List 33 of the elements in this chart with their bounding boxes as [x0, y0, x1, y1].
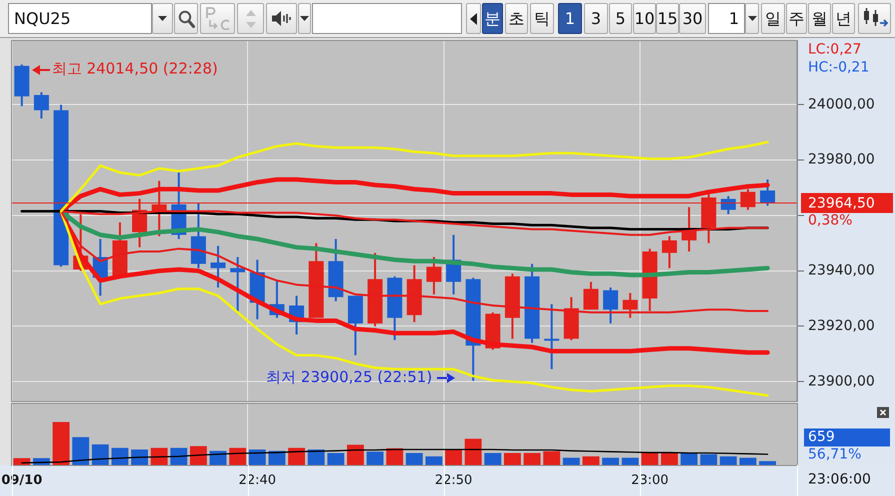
button: 월: [808, 3, 831, 34]
x-tick-label: 22:40: [238, 473, 276, 488]
text-field: NQU25: [8, 3, 152, 34]
y-tick-label: 23900,00: [808, 373, 875, 390]
y-tick-label: 24000,00: [808, 96, 875, 112]
button: 1: [558, 3, 582, 34]
text: 659: [808, 429, 835, 446]
button: 년: [832, 3, 855, 34]
text: LC:0,27: [808, 42, 862, 58]
x-tick-label: 22:50: [434, 473, 472, 488]
text: 23:06:00: [808, 472, 871, 488]
annotation: 최고 24014,50 (22:28): [52, 59, 218, 78]
button: 30: [679, 3, 706, 34]
button: 15: [656, 3, 679, 34]
button: 분: [482, 3, 503, 34]
text: 0,38%: [808, 212, 852, 229]
button: 10: [633, 3, 656, 34]
x-tick-label: 23:00: [631, 473, 669, 488]
text-field: 1: [708, 3, 745, 34]
y-tick-label: 23940,00: [808, 262, 875, 278]
button: 틱: [530, 3, 554, 34]
button: 주: [786, 3, 807, 34]
button: 5: [609, 3, 632, 34]
y-tick-label: 23920,00: [808, 318, 875, 334]
button: 3: [584, 3, 608, 34]
y-tick-label: 23980,00: [808, 152, 875, 168]
ref-line-label: 23964,50: [808, 196, 875, 212]
text: 56,71%: [808, 446, 862, 463]
button: 일: [761, 3, 785, 34]
text: HC:-0,21: [808, 60, 870, 76]
button: 초: [505, 3, 528, 34]
annotation: 최저 23900,25 (22:51): [266, 368, 432, 386]
x-tick-label: 09/10: [1, 473, 42, 488]
